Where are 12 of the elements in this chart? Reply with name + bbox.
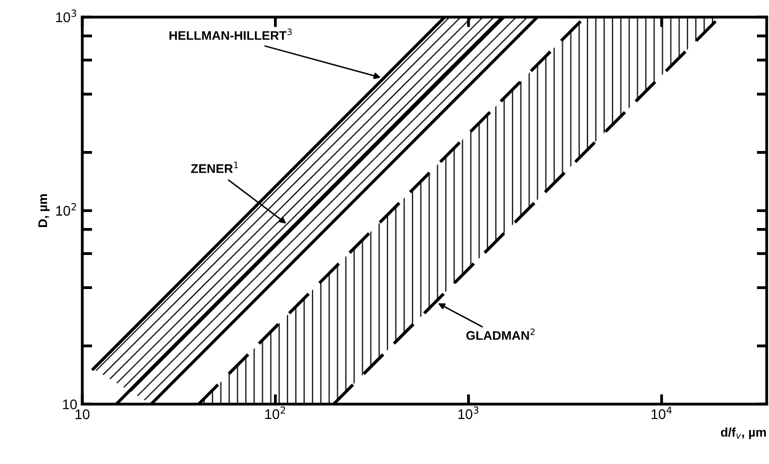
annotation: GLADMAN$^{2}$ — [466, 328, 535, 340]
x-tick-label: 10 — [76, 409, 90, 420]
annotation: HELLMAN-HILLERT$^{3}$ — [170, 28, 292, 40]
y-tick-label: 10$^{3}$ — [56, 10, 76, 22]
x-axis-title: d/f$_{v}$, µm — [720, 428, 766, 440]
x-tick-label: 10$^{3}$ — [458, 406, 478, 420]
annotation: ZENER$^{1}$ — [191, 162, 238, 173]
y-tick-label: 10$^{2}$ — [56, 203, 76, 216]
x-tick-label: 10$^{4}$ — [652, 406, 672, 420]
x-tick-label: 10$^{2}$ — [265, 406, 286, 420]
y-axis-title: D, µm — [38, 194, 50, 227]
y-tick-label: 10 — [63, 399, 77, 410]
